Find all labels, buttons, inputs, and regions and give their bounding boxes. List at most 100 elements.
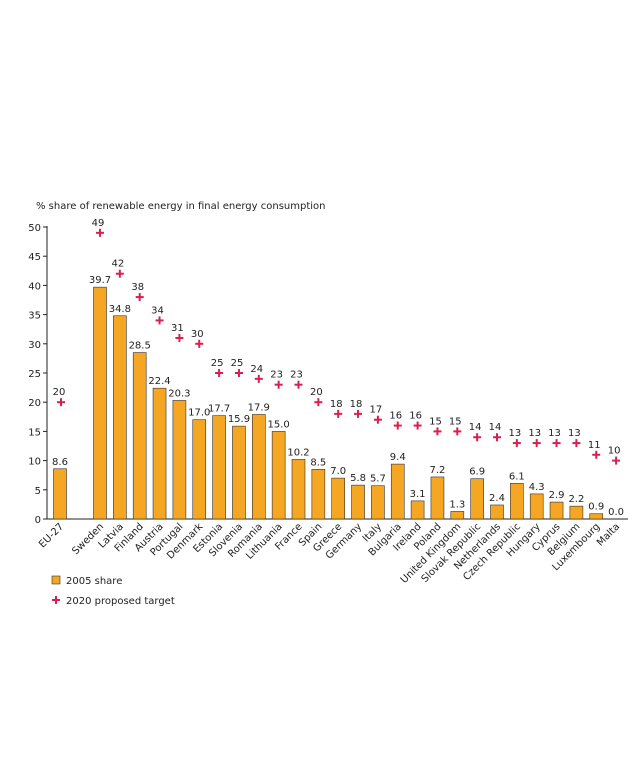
- bar-label-lithuania: 15.0: [268, 419, 290, 430]
- target-marker-united-kingdom: [453, 427, 462, 436]
- target-label-latvia: 42: [111, 259, 124, 270]
- bar-label-bulgaria: 9.4: [390, 452, 406, 463]
- bar-label-belgium: 2.2: [568, 494, 584, 505]
- y-tick-label-15: 15: [28, 427, 41, 438]
- target-label-slovak-republic: 14: [469, 422, 482, 433]
- bar-poland: [430, 476, 445, 520]
- bar-label-cyprus: 2.9: [549, 490, 565, 501]
- bar-value-labels: 8.6 39.7 34.8 28.5 22.420.3 17.017.715.917.9 1…: [52, 275, 624, 518]
- bar-belgium: [569, 505, 584, 520]
- y-tick-label-40: 40: [28, 281, 41, 292]
- target-marker-hungary: [532, 439, 541, 448]
- target-marker-spain: [314, 398, 323, 407]
- target-marker-cyprus: [552, 439, 561, 448]
- bar-slovak-republic: [470, 478, 484, 520]
- target-label-hungary: 13: [528, 428, 541, 439]
- bar-slovenia: [232, 425, 246, 520]
- bar-label-france: 10.2: [287, 447, 309, 458]
- target-label-ireland: 16: [409, 411, 422, 422]
- target-marker-denmark: [195, 339, 204, 348]
- bar-france: [291, 459, 306, 520]
- target-marker-lithuania: [274, 380, 283, 389]
- target-marker-portugal: [175, 333, 184, 342]
- target-label-slovenia: 25: [231, 358, 244, 369]
- y-tick-label-10: 10: [28, 457, 41, 468]
- bar-romania: [252, 414, 266, 520]
- bar-label-netherlands: 2.4: [489, 493, 505, 504]
- bar-label-germany: 5.8: [350, 473, 366, 484]
- bar-label-italy: 5.7: [370, 474, 386, 485]
- bar-eu-27: [53, 468, 67, 520]
- bar-austria: [152, 387, 167, 520]
- target-marker-romania: [254, 374, 263, 383]
- target-label-united-kingdom: 15: [449, 416, 462, 427]
- target-marker-slovak-republic: [473, 433, 482, 442]
- bar-portugal: [172, 400, 187, 520]
- bar-label-poland: 7.2: [429, 465, 445, 476]
- y-ticks: 0 5 10 15 20 25 30 35 40 45 50: [28, 223, 47, 526]
- target-marker-malta: [612, 456, 621, 465]
- target-label-italy: 17: [370, 405, 383, 416]
- target-marker-luxembourg: [592, 450, 601, 459]
- target-marker-germany: [354, 409, 363, 418]
- target-label-germany: 18: [350, 399, 363, 410]
- bar-label-latvia: 34.8: [109, 304, 131, 315]
- bar-denmark: [192, 419, 207, 520]
- legend-label-2005-share: 2005 share: [66, 576, 122, 587]
- bar-label-ireland: 3.1: [410, 489, 426, 500]
- legend-plus-marker: [52, 596, 60, 604]
- target-marker-ireland: [413, 421, 422, 430]
- markers-2020-target: [57, 228, 621, 465]
- bar-spain: [311, 469, 326, 520]
- y-tick-label-50: 50: [28, 223, 41, 234]
- bar-ireland: [410, 500, 425, 520]
- bar-label-sweden: 39.7: [89, 275, 111, 286]
- target-marker-austria: [155, 316, 164, 325]
- legend-swatch-2005-share: [51, 575, 61, 585]
- bar-italy: [371, 485, 385, 520]
- bar-cyprus: [549, 501, 564, 520]
- y-axis-title: % share of renewable energy in final ene…: [36, 201, 326, 212]
- target-marker-bulgaria: [393, 421, 402, 430]
- category-labels: EU-27 SwedenLatviaFinlandAustriaPortugalD…: [37, 521, 622, 586]
- target-label-greece: 18: [330, 399, 343, 410]
- bar-label-spain: 8.5: [310, 457, 326, 468]
- bar-finland: [132, 352, 147, 520]
- bar-hungary: [529, 493, 544, 520]
- target-label-sweden: 49: [92, 218, 105, 229]
- target-label-eu-27: 20: [53, 387, 66, 398]
- target-label-bulgaria: 16: [389, 411, 402, 422]
- target-label-lithuania: 23: [270, 370, 283, 381]
- bars-2005-share: [53, 286, 604, 520]
- target-label-belgium: 13: [568, 428, 581, 439]
- bar-label-estonia: 17.7: [208, 404, 230, 415]
- target-label-romania: 24: [250, 364, 263, 375]
- target-marker-estonia: [215, 369, 224, 377]
- bar-label-eu-27: 8.6: [52, 457, 68, 468]
- target-label-denmark: 30: [191, 329, 204, 340]
- target-marker-slovenia: [234, 369, 243, 377]
- target-label-estonia: 25: [211, 358, 224, 369]
- y-tick-label-30: 30: [28, 340, 41, 351]
- bar-lithuania: [271, 431, 286, 520]
- bar-label-portugal: 20.3: [168, 388, 190, 399]
- target-marker-belgium: [572, 439, 581, 448]
- bar-label-slovenia: 15.9: [228, 414, 250, 425]
- target-label-cyprus: 13: [548, 428, 561, 439]
- y-tick-label-0: 0: [35, 515, 41, 526]
- category-label-eu-27: EU-27: [37, 521, 66, 550]
- target-label-portugal: 31: [171, 323, 184, 334]
- bar-label-romania: 17.9: [248, 402, 270, 413]
- bar-greece: [331, 477, 346, 520]
- target-marker-netherlands: [493, 433, 501, 442]
- target-label-malta: 10: [608, 446, 621, 457]
- bar-label-finland: 28.5: [129, 341, 151, 352]
- bar-estonia: [212, 415, 226, 520]
- target-marker-latvia: [115, 269, 124, 278]
- y-tick-label-25: 25: [28, 369, 41, 380]
- bar-netherlands: [490, 504, 504, 520]
- target-marker-eu-27: [57, 398, 65, 407]
- bar-label-greece: 7.0: [330, 466, 346, 477]
- bar-label-denmark: 17.0: [188, 408, 210, 419]
